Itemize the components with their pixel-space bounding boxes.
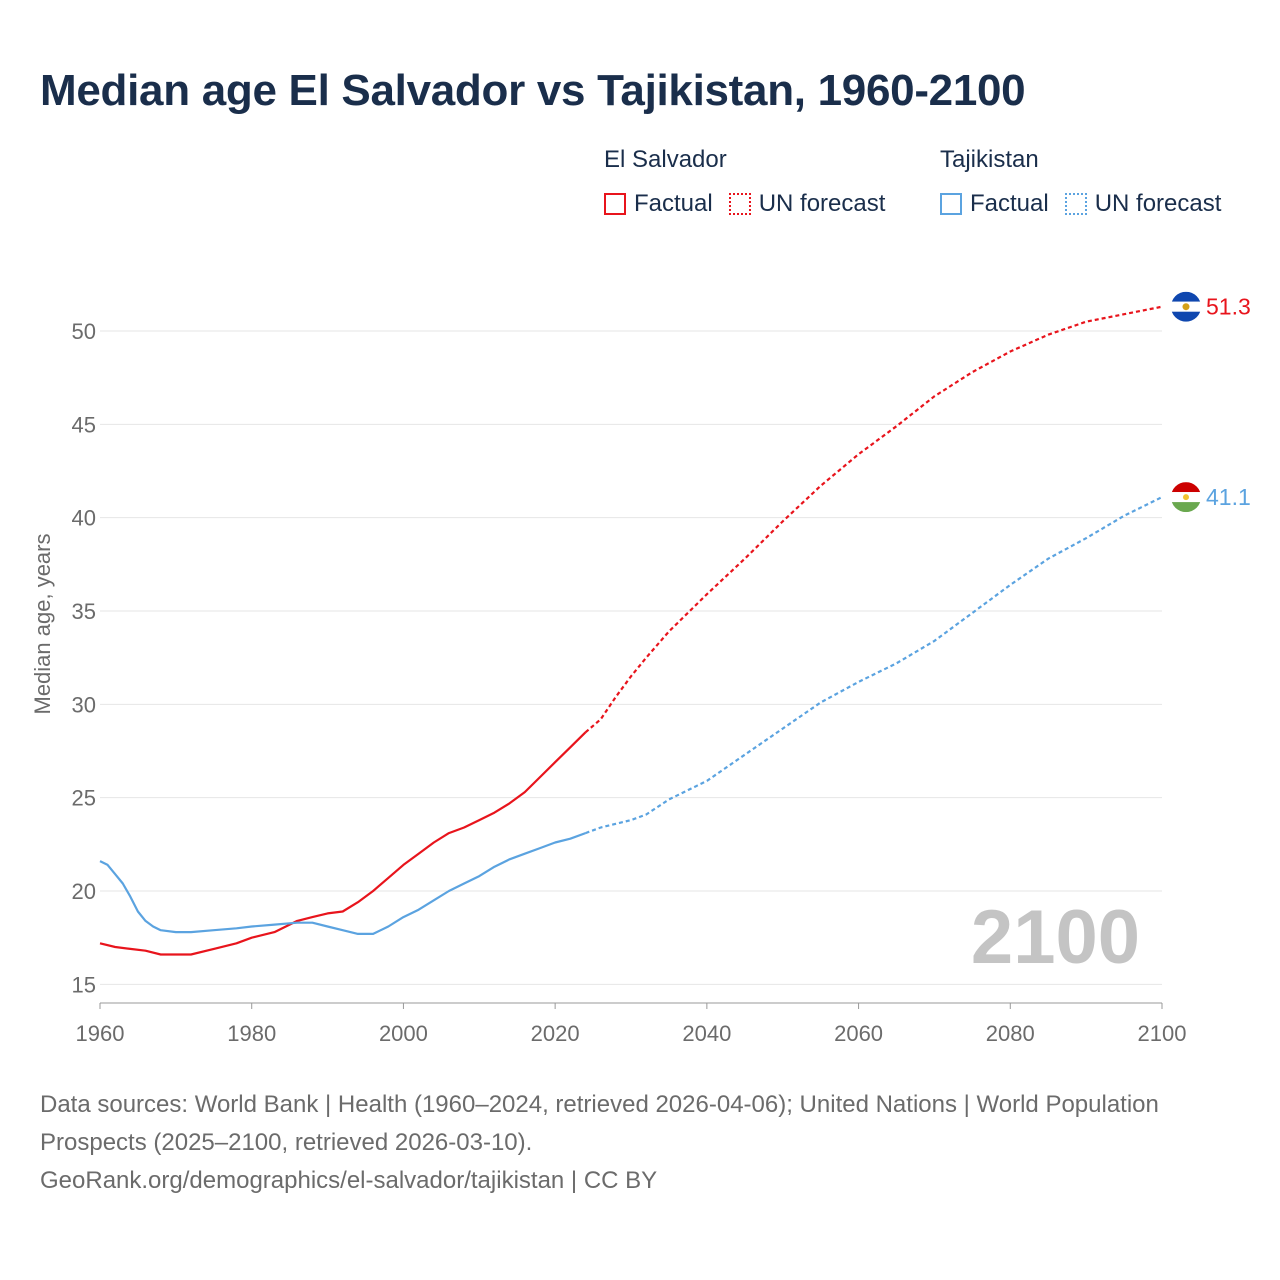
y-tick-label: 30 bbox=[72, 692, 96, 717]
y-tick-label: 15 bbox=[72, 972, 96, 997]
legend-item-label: Factual bbox=[970, 190, 1049, 217]
series-line-el-salvador-forecast[interactable] bbox=[584, 305, 1163, 734]
series-line-tajikistan-factual[interactable] bbox=[99, 832, 586, 935]
el-salvador-flag-icon bbox=[1171, 291, 1201, 322]
x-tick-label: 2000 bbox=[379, 1021, 428, 1046]
credit-link[interactable]: GeoRank.org/demographics/el-salvador/taj… bbox=[40, 1167, 658, 1194]
legend-item-label: UN forecast bbox=[758, 190, 886, 217]
x-tick-label: 1960 bbox=[76, 1021, 125, 1046]
series-line-el-salvador-factual[interactable] bbox=[99, 731, 587, 956]
series-line-tajikistan-forecast[interactable] bbox=[585, 496, 1163, 835]
x-tick-label: 2080 bbox=[986, 1021, 1035, 1046]
dotted-square-icon bbox=[1064, 193, 1087, 215]
x-tick-label: 1980 bbox=[227, 1021, 276, 1046]
y-axis-label: Median age, years bbox=[30, 534, 55, 715]
y-tick-label: 45 bbox=[72, 412, 96, 437]
y-tick-label: 40 bbox=[72, 506, 96, 531]
legend-item-el-salvador-forecast[interactable]: UN forecast bbox=[728, 190, 886, 218]
x-tick-label: 2020 bbox=[531, 1021, 580, 1046]
x-tick-label: 2040 bbox=[682, 1021, 731, 1046]
y-tick-label: 20 bbox=[72, 879, 96, 904]
x-tick-label: 2060 bbox=[834, 1021, 883, 1046]
data-sources-text: Data sources: World Bank | Health (1960–… bbox=[40, 1091, 1159, 1156]
page-title: Median age El Salvador vs Tajikistan, 19… bbox=[40, 66, 1026, 115]
legend-item-el-salvador-factual[interactable]: Factual bbox=[604, 190, 713, 218]
legend-group-el-salvador: El Salvador Factual UN forecast bbox=[604, 144, 901, 224]
legend-item-tajikistan-factual[interactable]: Factual bbox=[940, 190, 1049, 218]
legend-item-label: Factual bbox=[634, 190, 713, 217]
y-tick-label: 25 bbox=[72, 786, 96, 811]
solid-square-icon bbox=[940, 193, 962, 215]
footer: Data sources: World Bank | Health (1960–… bbox=[40, 1086, 1160, 1200]
legend-item-tajikistan-forecast[interactable]: UN forecast bbox=[1064, 190, 1222, 218]
solid-square-icon bbox=[604, 193, 626, 215]
end-value-label-tajikistan: 41.1 bbox=[1206, 484, 1251, 510]
legend-country-label: El Salvador bbox=[604, 146, 727, 173]
y-tick-label: 50 bbox=[72, 319, 96, 344]
line-chart: 15 20 25 30 35 40 45 50 1960 1980 2000 2020 2040 206… bbox=[30, 291, 1251, 1046]
x-tick-label: 2100 bbox=[1138, 1021, 1187, 1046]
legend-group-tajikistan: Tajikistan Factual UN forecast bbox=[940, 144, 1237, 224]
year-watermark: 2100 bbox=[971, 895, 1140, 980]
dotted-square-icon bbox=[728, 193, 751, 215]
y-tick-label: 35 bbox=[72, 599, 96, 624]
legend-country-label: Tajikistan bbox=[940, 146, 1039, 173]
tajikistan-flag-icon bbox=[1171, 482, 1201, 513]
legend-item-label: UN forecast bbox=[1094, 190, 1222, 217]
end-value-label-el-salvador: 51.3 bbox=[1206, 294, 1251, 320]
